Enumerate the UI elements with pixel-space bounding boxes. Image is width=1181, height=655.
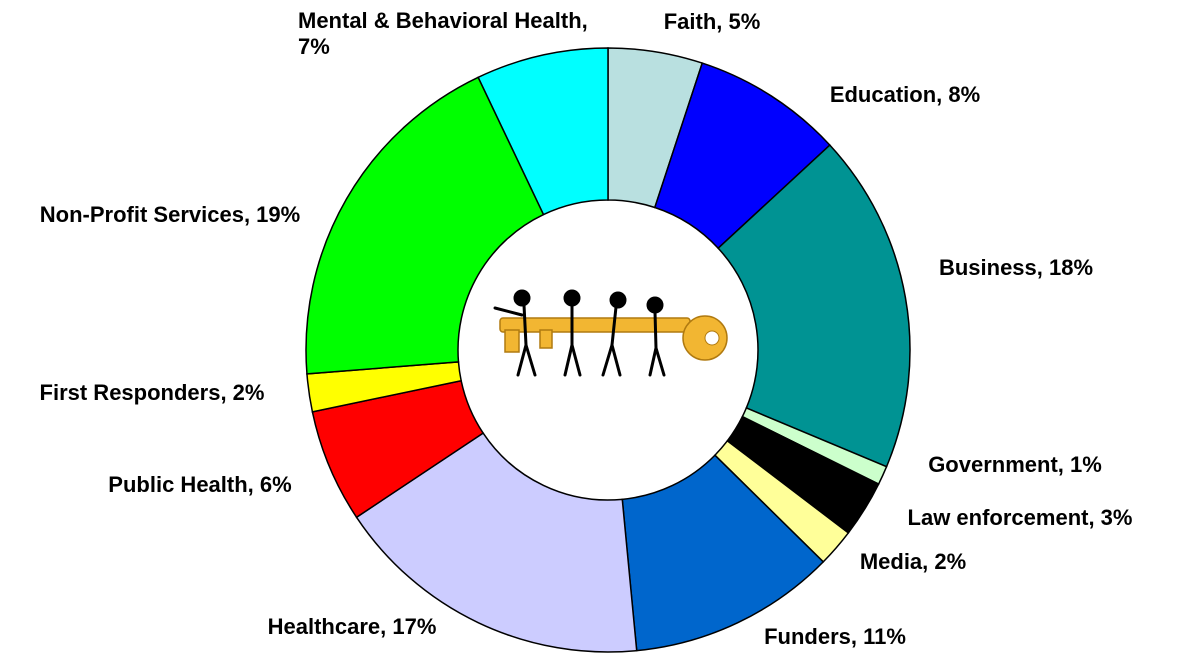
slice-label: Healthcare, 17% [268,614,437,640]
chart-canvas [0,0,1181,655]
slice-label: Law enforcement, 3% [908,505,1133,531]
slice-label: Government, 1% [928,452,1102,478]
chart: Faith, 5% Education, 8% Business, 18% Gover… [0,0,1181,655]
slice-label: Public Health, 6% [108,472,291,498]
slice-label: Non-Profit Services, 19% [25,202,315,228]
slice-label: Business, 18% [939,255,1093,281]
center-clipart [495,291,727,375]
slice-label: First Responders, 2% [40,380,265,406]
slice-label: Education, 8% [830,82,980,108]
slice-label: Funders, 11% [764,624,906,650]
slice-label: Mental & Behavioral Health, 7% [298,8,588,60]
slice-label: Faith, 5% [664,9,761,35]
slice-label: Media, 2% [860,549,966,575]
